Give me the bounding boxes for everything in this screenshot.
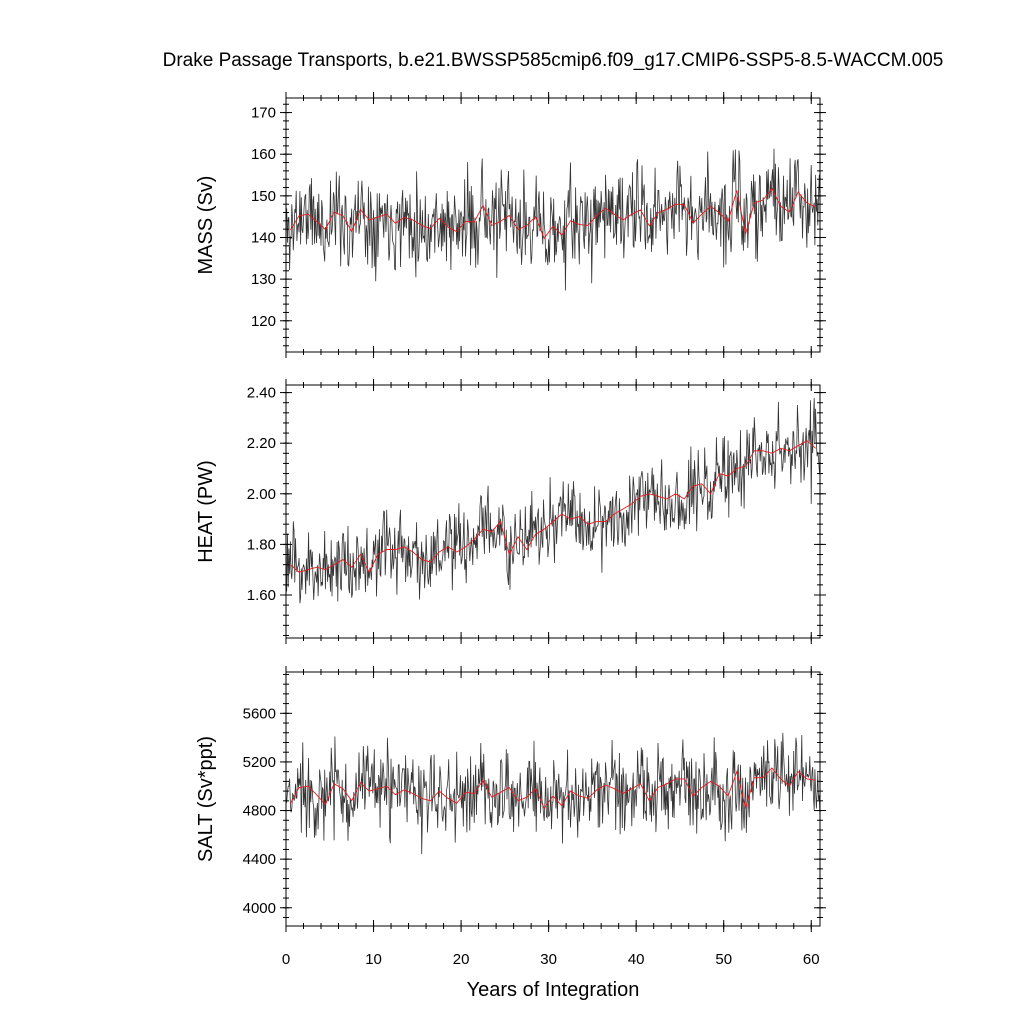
series-mass-annual-mean bbox=[290, 187, 816, 240]
ytick-label-mass: 130 bbox=[251, 271, 276, 288]
ylabel-salt: SALT (Sv*ppt) bbox=[195, 736, 217, 862]
series-heat-annual-mean bbox=[290, 440, 816, 574]
ylabel-heat: HEAT (PW) bbox=[195, 460, 217, 563]
ytick-label-heat: 2.00 bbox=[247, 486, 276, 503]
ytick-label-salt: 4400 bbox=[243, 851, 276, 868]
series-heat-monthly bbox=[285, 397, 821, 604]
xtick-label: 10 bbox=[365, 951, 382, 968]
panel-heat: 1.60 1.80 2.00 2.20 2.40 HEAT (PW) bbox=[195, 379, 826, 644]
ytick-label-mass: 140 bbox=[251, 229, 276, 246]
series-salt-annual-mean bbox=[290, 767, 816, 810]
ytick-label-salt: 4800 bbox=[243, 803, 276, 820]
xtick-label: 30 bbox=[540, 951, 557, 968]
xtick-label: 40 bbox=[628, 951, 645, 968]
ylabel-mass: MASS (Sv) bbox=[195, 176, 217, 275]
ytick-label-heat: 1.80 bbox=[247, 536, 276, 553]
ytick-label-heat: 2.20 bbox=[247, 435, 276, 452]
ytick-label-mass: 120 bbox=[251, 313, 276, 330]
xtick-label: 50 bbox=[715, 951, 732, 968]
series-salt-monthly bbox=[285, 732, 821, 855]
xtick-label: 60 bbox=[803, 951, 820, 968]
ytick-label-salt: 5200 bbox=[243, 754, 276, 771]
ytick-label-mass: 170 bbox=[251, 105, 276, 122]
xlabel: Years of Integration bbox=[467, 979, 640, 1001]
ytick-label-heat: 1.60 bbox=[247, 587, 276, 604]
ytick-label-heat: 2.40 bbox=[247, 385, 276, 402]
ytick-label-salt: 4000 bbox=[243, 900, 276, 917]
panel-mass: 120 130 140 150 160 170 MASS (Sv) bbox=[195, 92, 826, 358]
xtick-label: 0 bbox=[282, 951, 290, 968]
plot-frame-salt bbox=[285, 671, 821, 927]
panels: 120 130 140 150 160 170 MASS (Sv) 1.60 1.80 2.00 2… bbox=[195, 92, 826, 1001]
plot-frame-mass bbox=[285, 97, 821, 353]
panel-salt: 4000 4400 4800 5200 5600 0 10 20 30 40 50 60 SALT (S… bbox=[195, 666, 826, 1001]
series-mass-monthly bbox=[285, 148, 821, 291]
ytick-label-mass: 160 bbox=[251, 146, 276, 163]
ytick-label-mass: 150 bbox=[251, 188, 276, 205]
ytick-label-salt: 5600 bbox=[243, 705, 276, 722]
chart-title: Drake Passage Transports, b.e21.BWSSP585… bbox=[163, 50, 944, 71]
plot-frame-heat bbox=[285, 384, 821, 639]
xtick-label: 20 bbox=[453, 951, 470, 968]
